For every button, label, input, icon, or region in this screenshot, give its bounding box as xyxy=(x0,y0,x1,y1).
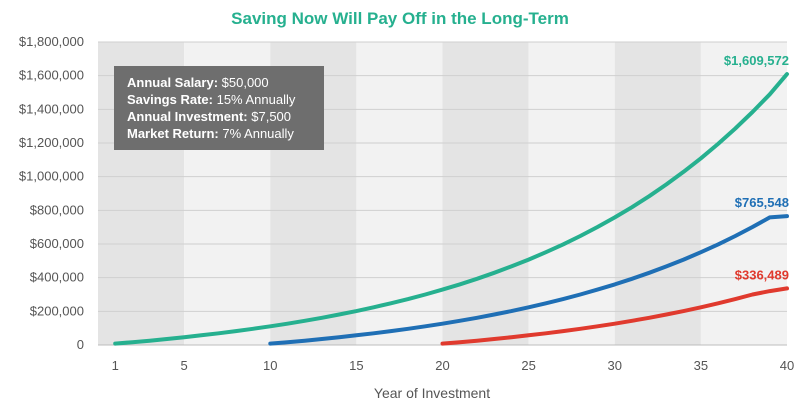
y-tick-label: $1,200,000 xyxy=(19,135,84,150)
annotation-line: Annual Investment: $7,500 xyxy=(127,109,291,124)
x-tick-label: 25 xyxy=(521,358,535,373)
y-tick-label: $400,000 xyxy=(30,270,84,285)
annotation-box xyxy=(114,66,324,150)
y-tick-label: 0 xyxy=(77,337,84,352)
x-tick-label: 1 xyxy=(112,358,119,373)
background-band xyxy=(442,42,529,345)
annotation-value: 15% Annually xyxy=(217,92,296,107)
series-end-label-3: $336,489 xyxy=(735,267,789,282)
series-line-2 xyxy=(268,214,789,346)
x-tick-label: 20 xyxy=(435,358,449,373)
x-tick-label: 15 xyxy=(349,358,363,373)
y-tick-label: $600,000 xyxy=(30,236,84,251)
annotation-label: Annual Investment: xyxy=(127,109,251,124)
x-tick-label: 30 xyxy=(608,358,622,373)
x-axis-label: Year of Investment xyxy=(374,385,490,401)
background-band xyxy=(528,42,615,345)
x-tick-label: 40 xyxy=(780,358,794,373)
series-line-1 xyxy=(113,72,789,346)
annotation-label: Market Return: xyxy=(127,126,222,141)
x-tick-label: 5 xyxy=(181,358,188,373)
y-tick-label: $1,400,000 xyxy=(19,101,84,116)
y-tick-label: $1,800,000 xyxy=(19,34,84,49)
annotation-value: 7% Annually xyxy=(222,126,294,141)
y-tick-label: $1,600,000 xyxy=(19,68,84,83)
y-tick-label: $200,000 xyxy=(30,303,84,318)
annotation-line: Annual Salary: $50,000 xyxy=(127,75,269,90)
y-tick-label: $1,000,000 xyxy=(19,169,84,184)
background-band xyxy=(614,42,701,345)
annotation-label: Annual Salary: xyxy=(127,75,222,90)
annotation-value: $50,000 xyxy=(222,75,269,90)
annotation-value: $7,500 xyxy=(251,109,291,124)
x-tick-label: 35 xyxy=(694,358,708,373)
annotation-label: Savings Rate: xyxy=(127,92,217,107)
annotation-line: Savings Rate: 15% Annually xyxy=(127,92,296,107)
series-end-label-2: $765,548 xyxy=(735,195,789,210)
annotation-line: Market Return: 7% Annually xyxy=(127,126,294,141)
series-line-3 xyxy=(440,286,789,346)
series-end-label-1: $1,609,572 xyxy=(724,53,789,68)
x-tick-label: 10 xyxy=(263,358,277,373)
y-tick-label: $800,000 xyxy=(30,202,84,217)
chart-title: Saving Now Will Pay Off in the Long-Term xyxy=(231,9,569,28)
